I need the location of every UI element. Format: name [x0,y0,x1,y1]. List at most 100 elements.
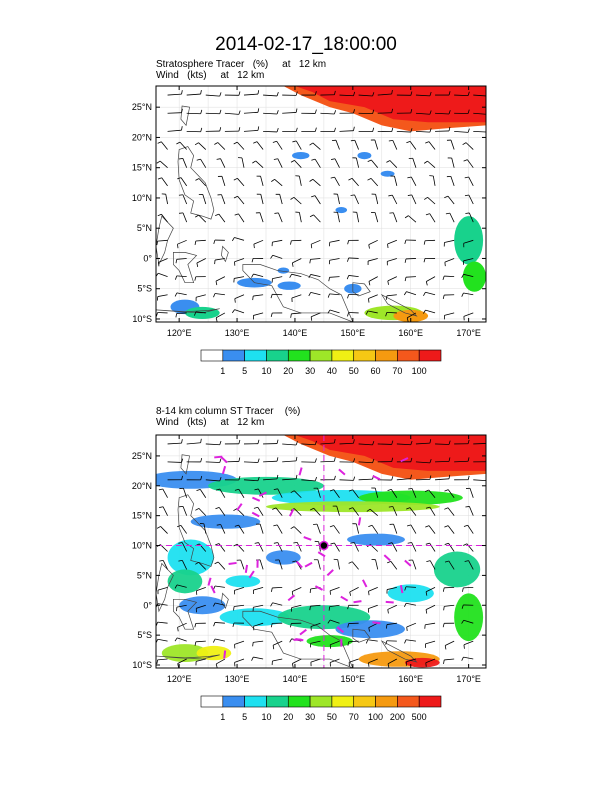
wind-barb [415,112,430,115]
wind-barb [311,239,321,245]
wind-barb-flag [295,127,298,132]
wind-barb [473,94,486,97]
wind-barb-flag [181,108,183,113]
wind-barb [444,239,455,243]
wind-barb [435,112,450,115]
y-tick-label: 15°N [132,163,152,173]
wind-barb-flag [181,458,184,463]
wind-barb [353,542,359,552]
wind-barb [367,310,378,314]
coastline-lesser-sunda [156,308,220,314]
wind-barb-flag [234,298,236,303]
trajectory-marker [220,456,228,464]
tracer-blob [454,593,484,642]
wind-barb [351,561,359,570]
wind-barb-flag [156,241,159,246]
wind-barb [432,175,436,186]
colorbar-swatch [200,349,224,362]
coastline-new-britain [352,628,371,643]
wind-barb-flag [257,458,260,463]
wind-barb [392,140,398,150]
wind-barb [351,178,359,187]
wind-barb [411,194,417,205]
wind-barb-flag [219,458,222,463]
wind-barb [275,507,283,516]
wind-barb-flag [219,109,222,114]
wind-barb-flag [257,126,260,131]
wind-barb [412,158,417,168]
wind-barb [444,258,455,263]
wind-barb-flag [234,488,239,491]
wind-barb [370,178,379,187]
wind-barb-flag [158,488,163,491]
wind-barb [258,542,264,552]
wind-barb-flag [407,542,412,544]
colorbar-swatch [418,695,442,708]
wind-barb [348,275,359,278]
colorbar-label: 500 [412,712,427,722]
tracer-blob [347,533,405,546]
wind-barb-flag [487,477,488,481]
trajectory-marker [236,503,243,511]
wind-barb-flag [195,178,200,181]
wind-barb [387,239,397,245]
wind-barb [167,442,182,445]
wind-barb [299,212,302,223]
wind-barb-flag [461,604,464,609]
wind-barb-flag [238,457,241,462]
wind-barb [234,586,245,591]
wind-barb [312,178,321,187]
wind-barb [448,560,455,570]
x-tick-label: 160°E [398,328,423,338]
wind-barb [282,443,297,446]
wind-barb-flag [328,277,330,282]
wind-barb [358,461,373,464]
wind-barb [429,560,436,570]
wind-barb-flag [252,296,254,301]
center-marker [319,540,329,551]
wind-barb [240,559,245,570]
wind-barb [203,523,207,534]
wind-barb-flag [276,457,279,462]
wind-barb [263,130,278,133]
wind-barb [367,639,378,642]
wind-barb-flag [195,508,200,511]
wind-barb-flag [159,560,164,562]
wind-barb-flag [273,158,278,160]
wind-barb [386,622,397,625]
wind-barb-flag [443,659,445,664]
wind-barb-flag [314,440,317,445]
tracer-blob [196,645,232,661]
wind-barb-flag [368,524,373,527]
wind-barb [447,525,455,534]
wind-barb [238,489,245,498]
wind-barb [182,158,188,168]
wind-barb [292,258,302,264]
wind-barb [412,559,417,570]
wind-barb [354,140,360,150]
wind-barb [260,194,264,205]
trajectory-marker [326,569,334,577]
wind-barb [310,622,321,627]
wind-barb [234,237,245,241]
wind-barb [368,622,378,628]
wind-barb-flag [157,213,162,217]
x-tick-label: 120°E [167,674,192,684]
coastline-philippines [177,146,215,220]
wind-barb [161,141,168,150]
wind-barb [243,479,258,482]
trajectory-marker [353,600,362,604]
wind-barb-flag [463,524,468,527]
wind-barb [467,525,474,534]
wind-barb-flag [407,194,412,196]
y-tick-label: 0° [143,253,152,263]
wind-barb-flag [309,214,314,218]
wind-barb-flag [212,638,216,643]
wind-barb-flag [463,159,468,162]
wind-barb-flag [289,638,292,643]
wind-barb-flag [329,489,334,492]
y-tick-label: 10°S [132,314,152,324]
wind-barb [454,130,469,133]
wind-barb [253,656,264,660]
map-field [156,435,488,668]
